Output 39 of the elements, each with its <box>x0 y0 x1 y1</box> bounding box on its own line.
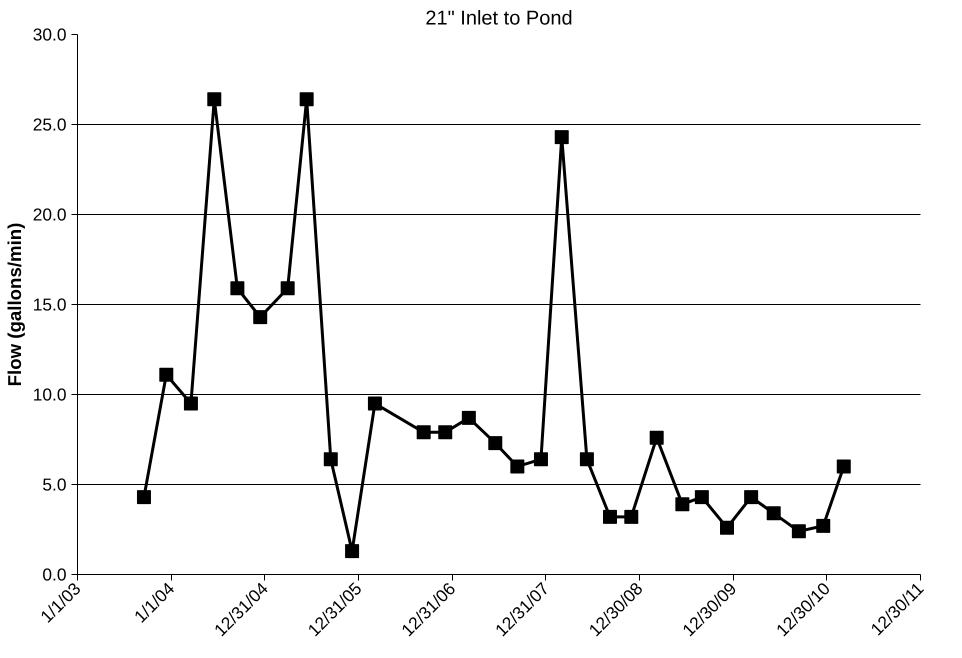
point <box>368 396 382 410</box>
point <box>720 520 734 535</box>
point <box>324 452 338 466</box>
point <box>602 510 617 524</box>
point <box>534 452 548 466</box>
point <box>462 410 476 425</box>
point <box>184 396 198 410</box>
point <box>253 310 268 324</box>
y-tick-label: 5.0 <box>42 474 67 494</box>
point <box>792 524 806 538</box>
y-tick-label: 25.0 <box>32 114 67 134</box>
y-tick-label: 30.0 <box>32 24 67 44</box>
point <box>580 452 594 466</box>
y-axis-title: Flow (gallons/min) <box>4 222 25 386</box>
point <box>416 425 431 440</box>
point <box>694 490 709 504</box>
point <box>136 490 151 504</box>
point <box>510 460 524 474</box>
y-tick-label: 0.0 <box>42 564 67 584</box>
point <box>744 490 758 504</box>
point <box>816 518 830 533</box>
y-tick-label: 15.0 <box>32 294 67 314</box>
point <box>675 497 690 512</box>
point <box>836 460 851 474</box>
point <box>345 544 360 558</box>
point <box>488 436 502 450</box>
chart-title: 21" Inlet to Pond <box>425 8 573 30</box>
point <box>554 130 569 144</box>
point <box>159 368 174 382</box>
point <box>650 430 664 445</box>
point <box>624 510 638 524</box>
point <box>438 425 452 440</box>
point <box>207 92 222 106</box>
point <box>230 281 244 296</box>
point <box>766 506 781 520</box>
point <box>300 92 314 106</box>
y-tick-label: 20.0 <box>32 204 67 224</box>
point <box>280 281 295 296</box>
y-tick-label: 10.0 <box>32 384 67 404</box>
